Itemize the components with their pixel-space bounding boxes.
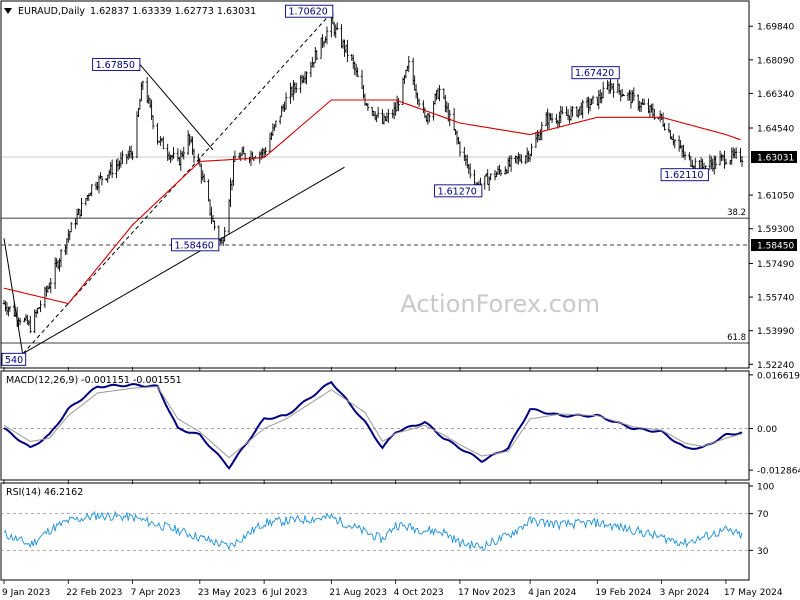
price-annotations: 1.70620 1.67850 1.67420 1.61270 1.62110 1.584… (1, 4, 709, 366)
date-axis-label: 19 Feb 2024 (595, 588, 651, 598)
sma-line (3, 99, 741, 305)
rsi-axis-label: 70 (757, 510, 769, 520)
price-axis-label: 1.53990 (757, 327, 794, 337)
symbol-label: EURAUD,Daily (18, 6, 85, 17)
price-axis-label: 1.55740 (757, 294, 794, 304)
price-annotation-label: 1.67850 (96, 60, 135, 71)
macd-axis-label: 0.00 (757, 425, 777, 435)
macd-pane: MACD(12,26,9) -0.001151 -0.001551 (0, 370, 750, 481)
date-axis-label: 9 Jan 2023 (2, 588, 50, 598)
date-axis-label: 17 May 2024 (724, 588, 783, 598)
macd-axis-label: 0.016619 (757, 371, 800, 381)
price-annotation-box (660, 168, 709, 182)
macd-axis: 0.016619 0.00 -0.012864 (749, 371, 800, 477)
price-annotation-box (92, 57, 141, 71)
candles (2, 13, 744, 334)
macd-axis-label: -0.012864 (757, 467, 800, 477)
rsi-axis-label: 30 (757, 547, 769, 557)
macd-lines (3, 380, 743, 470)
price-annotation-label: 1.61270 (438, 186, 477, 197)
fib-level-label: 61.8 (727, 333, 746, 343)
date-axis-label: 22 Feb 2023 (66, 588, 122, 598)
price-annotation-box (171, 238, 220, 252)
price-annotation-box (434, 184, 483, 198)
rsi-title: RSI(14) 46.2162 (6, 487, 83, 498)
rsi-axis-label: 100 (757, 483, 774, 493)
ohlc-values: 1.62837 1.63339 1.62773 1.63031 (90, 6, 256, 17)
price-pane-frame (0, 0, 750, 369)
price-annotation-label: 1.67420 (575, 68, 614, 79)
date-axis-label: 4 Jan 2024 (528, 588, 576, 598)
price-tag (751, 239, 797, 252)
macd-title: MACD(12,26,9) -0.001151 -0.001551 (6, 375, 182, 386)
price-tag-label: 1.63031 (757, 154, 794, 164)
date-axis-label: 4 Oct 2023 (394, 588, 444, 598)
price-annotation-label: 1.70620 (289, 7, 328, 18)
price-pane: ActionForex.com 38.261.8 1.706201.678501… (0, 0, 750, 369)
price-annotation-box (1, 352, 27, 366)
price-annotation-box (571, 66, 620, 80)
price-axis-label: 1.66340 (757, 90, 794, 100)
price-axis: 1.69840 1.68090 1.66340 1.64540 1.61050 1.593… (749, 23, 797, 371)
price-axis-label: 1.59300 (757, 225, 794, 235)
collapse-triangle-icon[interactable] (4, 8, 12, 14)
watermark: ActionForex.com (400, 290, 600, 318)
price-axis-label: 1.52240 (757, 361, 794, 371)
price-tag-label: 1.58450 (757, 242, 794, 252)
date-axis-label: 3 Apr 2024 (660, 588, 710, 598)
price-axis-label: 1.64540 (757, 125, 794, 135)
price-annotation-label: 540 (5, 355, 23, 366)
trendlines (3, 10, 345, 366)
price-axis-label: 1.68090 (757, 56, 794, 66)
rsi-grid (1, 513, 749, 551)
rsi-pane: RSI(14) 46.2162 (0, 482, 750, 581)
date-axis-label: 7 Apr 2023 (131, 588, 181, 598)
trendline (139, 64, 214, 151)
date-axis-label: 21 Aug 2023 (329, 588, 387, 598)
rsi-line (3, 510, 743, 551)
horizontal-levels: 38.2 61.8 (1, 156, 749, 344)
date-axis: 9 Jan 2023 22 Feb 2023 7 Apr 2023 23 May 20… (2, 367, 783, 598)
price-annotation-box (285, 4, 334, 18)
price-annotation-label: 1.62110 (664, 170, 703, 181)
date-axis-label: 17 Nov 2023 (458, 588, 516, 598)
price-axis-label: 1.57490 (757, 260, 794, 270)
trendline (3, 238, 25, 366)
signal-line (3, 385, 743, 459)
price-axis-label: 1.69840 (757, 23, 794, 33)
price-axis-label: 1.61050 (757, 192, 794, 202)
price-tag (751, 151, 797, 164)
rsi-axis: 100 70 30 (749, 483, 774, 557)
rsi-pane-frame (0, 482, 750, 581)
macd-pane-frame (0, 370, 750, 481)
rsi-line (3, 510, 743, 551)
date-axis-label: 6 Jul 2023 (262, 588, 307, 598)
date-axis-label: 23 May 2023 (198, 588, 257, 598)
moving-average (3, 99, 741, 305)
trendline (22, 166, 345, 354)
fib-level-label: 38.2 (727, 208, 746, 218)
price-annotation-label: 1.58460 (175, 240, 214, 251)
